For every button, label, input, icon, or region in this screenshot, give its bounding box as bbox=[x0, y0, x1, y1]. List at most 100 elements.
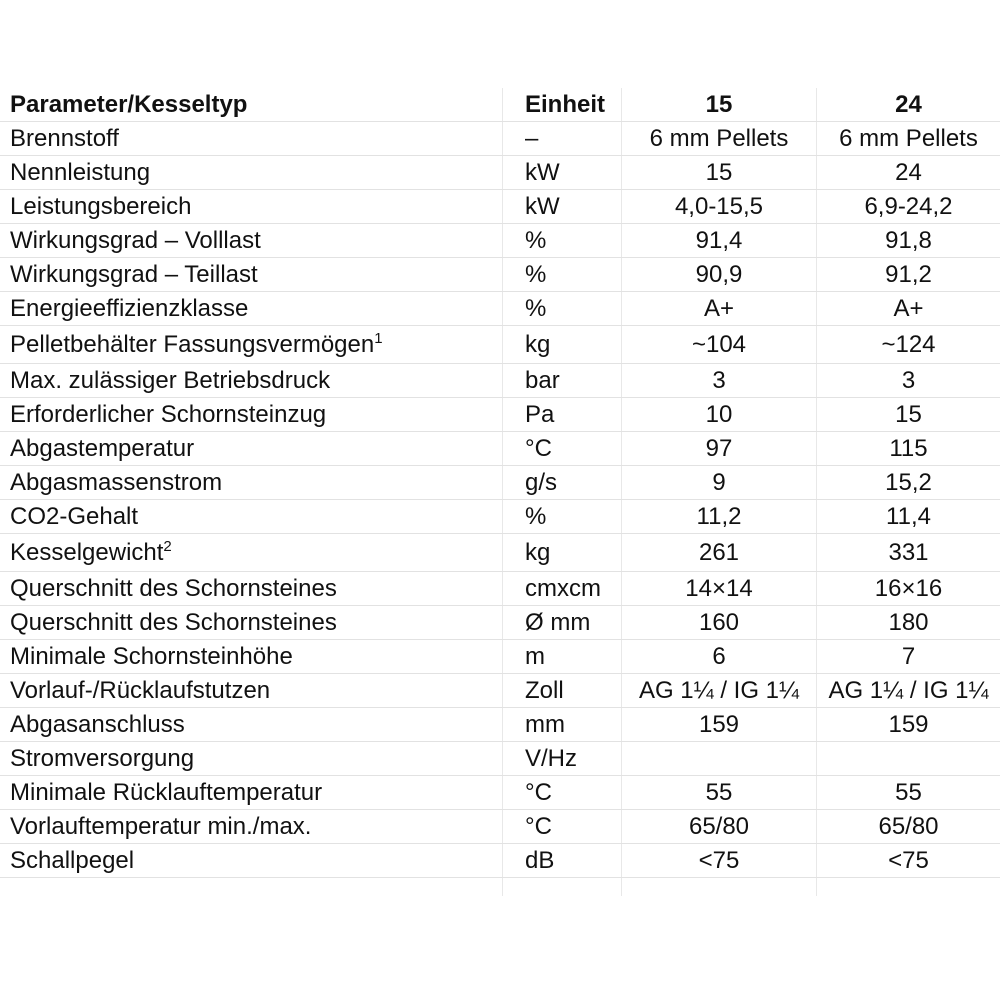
parameter-label: Abgasmassenstrom bbox=[10, 469, 223, 496]
table-cell: Abgasmassenstrom bbox=[0, 465, 503, 500]
table-cell: 261 bbox=[621, 533, 817, 572]
table-cell: Brennstoff bbox=[0, 121, 503, 156]
footnote-mark: 1 bbox=[374, 330, 383, 347]
table-cell: 55 bbox=[621, 775, 817, 810]
table-cell: bar bbox=[502, 363, 622, 398]
table-cell bbox=[817, 878, 1000, 897]
table-cell: AG 1¼ / IG 1¼ bbox=[816, 673, 1000, 708]
parameter-label: Vorlauf-/Rücklaufstutzen bbox=[10, 677, 271, 704]
table-cell: AG 1¼ / IG 1¼ bbox=[621, 673, 817, 708]
table-cell: 15 bbox=[816, 397, 1000, 432]
table-cell: 91,2 bbox=[816, 257, 1000, 292]
table-cell: <75 bbox=[816, 843, 1000, 878]
table-cell: g/s bbox=[502, 465, 622, 500]
table-cell: Minimale Rücklauftemperatur bbox=[0, 775, 503, 810]
table-row: Max. zulässiger Betriebsdruck bar 3 3 bbox=[0, 363, 1000, 398]
table-cell: % bbox=[502, 223, 622, 258]
table-cell: 6 mm Pellets bbox=[816, 121, 1000, 156]
table-cell: Wirkungsgrad – Volllast bbox=[0, 223, 503, 258]
table-cell: kW bbox=[502, 155, 622, 190]
table-cell: 180 bbox=[816, 605, 1000, 640]
table-cell bbox=[816, 741, 1000, 776]
table-cell: 11,2 bbox=[621, 499, 817, 534]
parameter-label: Querschnitt des Schornsteines bbox=[10, 575, 337, 602]
table-cell: m bbox=[502, 639, 622, 674]
parameter-label: Wirkungsgrad – Volllast bbox=[10, 227, 261, 254]
table-row: Minimale Schornsteinhöhe m 6 7 bbox=[0, 639, 1000, 674]
table-cell: Vorlauftemperatur min./max. bbox=[0, 809, 503, 844]
table-cell: ~104 bbox=[621, 325, 817, 364]
table-cell: 16×16 bbox=[816, 571, 1000, 606]
table-cell bbox=[621, 877, 817, 896]
table-cell: Querschnitt des Schornsteines bbox=[0, 605, 503, 640]
parameter-label: Energieeffizienzklasse bbox=[10, 295, 249, 322]
table-row: Energieeffizienzklasse% A+ A+ bbox=[0, 291, 1000, 326]
table-cell: 14×14 bbox=[621, 571, 817, 606]
table-cell: Ø mm bbox=[502, 605, 622, 640]
parameter-label: Abgasanschluss bbox=[10, 711, 185, 738]
table-cell bbox=[621, 741, 817, 776]
table-cell: dB bbox=[502, 843, 622, 878]
table-cell: Minimale Schornsteinhöhe bbox=[0, 639, 503, 674]
table-cell: Zoll bbox=[502, 673, 622, 708]
table-cell: °C bbox=[502, 431, 622, 466]
table-cell: Kesselgewicht2 bbox=[0, 533, 503, 572]
table-row: Erforderlicher Schornsteinzug Pa 10 15 bbox=[0, 397, 1000, 432]
parameter-label: Kesselgewicht bbox=[10, 539, 164, 566]
table-row: Minimale Rücklauftemperatur °C 55 55 bbox=[0, 775, 1000, 810]
table-cell: 160 bbox=[621, 605, 817, 640]
header-cell: 24 bbox=[816, 88, 1000, 122]
parameter-label: Pelletbehälter Fassungsvermögen bbox=[10, 331, 375, 358]
table-cell: 55 bbox=[816, 775, 1000, 810]
table-cell: Erforderlicher Schornsteinzug bbox=[0, 397, 503, 432]
table-cell: – bbox=[502, 121, 622, 156]
table-cell: 24 bbox=[816, 155, 1000, 190]
table-cell: 65/80 bbox=[816, 809, 1000, 844]
parameter-label: Stromversorgung bbox=[10, 745, 195, 772]
table-cell: 90,9 bbox=[621, 257, 817, 292]
parameter-label: Abgastemperatur bbox=[10, 435, 195, 462]
header-cell: 15 bbox=[621, 88, 817, 122]
table-cell: Schallpegel bbox=[0, 843, 503, 878]
table-cell: 6 mm Pellets bbox=[621, 121, 817, 156]
table-cell: 91,4 bbox=[621, 223, 817, 258]
header-cell: Einheit bbox=[502, 88, 622, 122]
table-cell: 6 bbox=[621, 639, 817, 674]
parameter-label: Schallpegel bbox=[10, 847, 135, 874]
parameter-label: Minimale Rücklauftemperatur bbox=[10, 779, 323, 806]
end-row bbox=[0, 877, 1000, 897]
table-cell: °C bbox=[502, 775, 622, 810]
table-row: Pelletbehälter Fassungsvermögen1 kg ~104 ~1… bbox=[0, 325, 1000, 364]
parameter-label: CO2-Gehalt bbox=[10, 503, 139, 530]
parameter-label: Minimale Schornsteinhöhe bbox=[10, 643, 293, 670]
header-row: Parameter/Kesseltyp Einheit 15 24 bbox=[0, 88, 1000, 122]
table-cell: 15 bbox=[621, 155, 817, 190]
table-cell: Abgasanschluss bbox=[0, 707, 503, 742]
table-cell: ~124 bbox=[816, 325, 1000, 364]
table-cell: Querschnitt des Schornsteines bbox=[0, 571, 503, 606]
table-cell: Stromversorgung bbox=[0, 741, 503, 776]
table-cell: Energieeffizienzklasse bbox=[0, 291, 503, 326]
table-cell: Vorlauf-/Rücklaufstutzen bbox=[0, 673, 503, 708]
table-cell: 9 bbox=[621, 465, 817, 500]
table-row: Kesselgewicht2 kg 261 331 bbox=[0, 533, 1000, 572]
table-row: Vorlauftemperatur min./max. °C 65/80 65/80 bbox=[0, 809, 1000, 844]
table-cell: 3 bbox=[816, 363, 1000, 398]
table-cell: Leistungsbereich bbox=[0, 189, 503, 224]
table-cell: Pa bbox=[502, 397, 622, 432]
table-cell: 6,9-24,2 bbox=[816, 189, 1000, 224]
table-row: Schallpegel dB <75 <75 bbox=[0, 843, 1000, 878]
table-cell: kg bbox=[502, 325, 622, 364]
table-row: Querschnitt des Schornsteines cmxcm 14×14 1… bbox=[0, 571, 1000, 606]
table-cell: Nennleistung bbox=[0, 155, 503, 190]
footnote-mark: 2 bbox=[163, 538, 172, 555]
table-cell: Abgastemperatur bbox=[0, 431, 503, 466]
table-row: Brennstoff –6 mm Pellets 6 mm Pellets bbox=[0, 121, 1000, 156]
table-cell: <75 bbox=[621, 843, 817, 878]
table-cell: A+ bbox=[816, 291, 1000, 326]
table-cell: % bbox=[502, 257, 622, 292]
table-cell: Wirkungsgrad – Teillast bbox=[0, 257, 503, 292]
table-cell: % bbox=[502, 499, 622, 534]
table-cell: 97 bbox=[621, 431, 817, 466]
